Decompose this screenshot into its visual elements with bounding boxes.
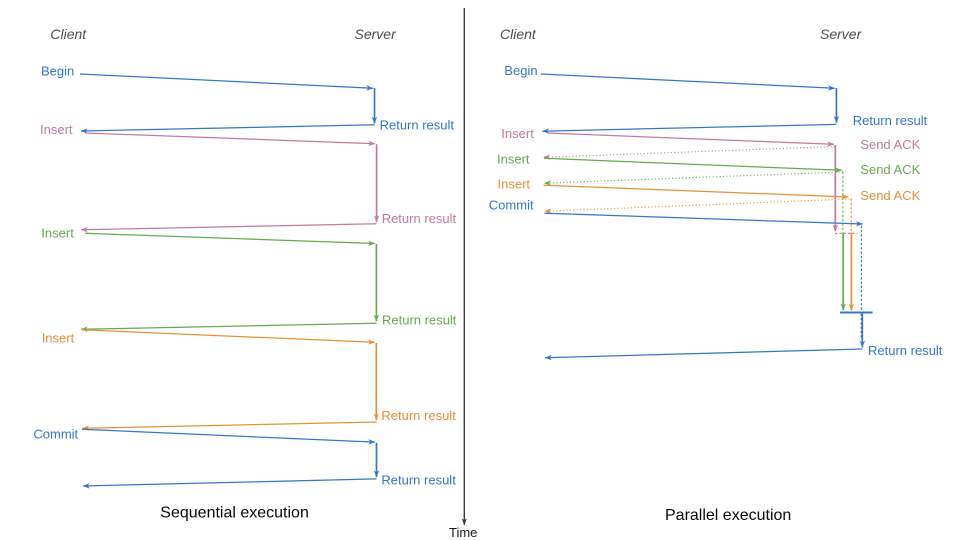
svg-text:Sequential execution: Sequential execution (160, 505, 309, 522)
svg-text:Send ACK: Send ACK (860, 137, 920, 152)
svg-text:Parallel execution: Parallel execution (665, 507, 791, 524)
svg-text:Insert: Insert (42, 330, 75, 345)
svg-text:Return result: Return result (382, 312, 457, 327)
svg-text:Client: Client (500, 26, 537, 42)
svg-text:Insert: Insert (498, 177, 531, 192)
svg-text:Return result: Return result (381, 472, 456, 487)
svg-text:Return result: Return result (380, 117, 455, 132)
svg-text:Insert: Insert (40, 122, 73, 137)
svg-text:Client: Client (50, 26, 87, 42)
svg-text:Server: Server (355, 26, 398, 42)
svg-text:Send ACK: Send ACK (860, 162, 920, 177)
svg-text:Return result: Return result (381, 408, 456, 423)
svg-text:Insert: Insert (41, 225, 74, 240)
svg-text:Commit: Commit (33, 426, 78, 441)
svg-text:Send ACK: Send ACK (860, 188, 920, 203)
svg-text:Return result: Return result (868, 343, 943, 358)
svg-text:Return result: Return result (382, 211, 457, 226)
svg-text:Begin: Begin (41, 63, 74, 78)
svg-text:Time: Time (449, 525, 477, 540)
svg-text:Commit: Commit (489, 198, 534, 213)
svg-text:Insert: Insert (497, 152, 530, 167)
svg-text:Begin: Begin (504, 63, 537, 78)
svg-text:Return result: Return result (853, 113, 928, 128)
svg-text:Server: Server (820, 26, 863, 42)
svg-text:Insert: Insert (501, 126, 534, 141)
